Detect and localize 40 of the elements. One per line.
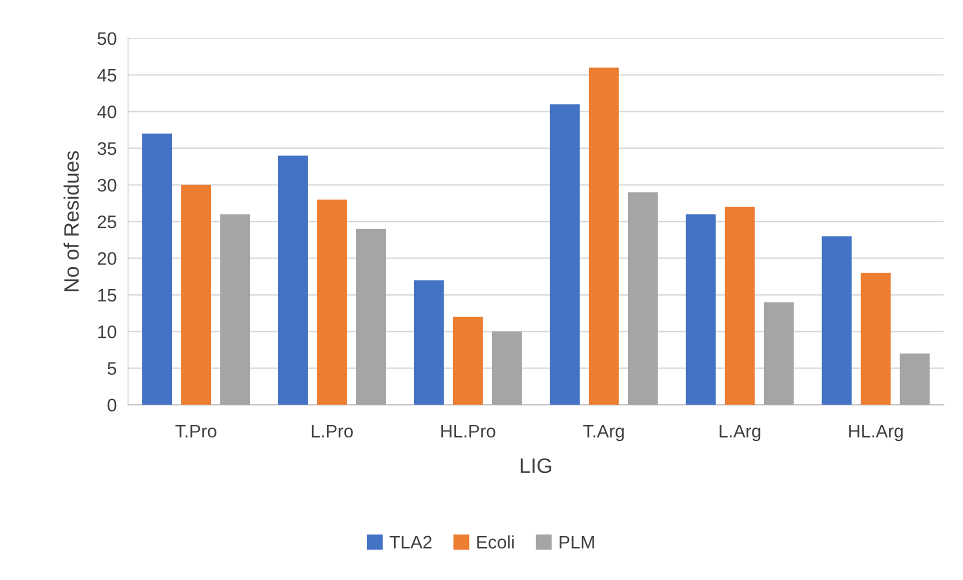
x-tick-label: T.Pro bbox=[175, 424, 216, 438]
bar bbox=[356, 228, 386, 405]
x-axis-title: LIG bbox=[520, 458, 552, 474]
bar bbox=[724, 206, 755, 405]
bar bbox=[142, 134, 172, 405]
bar bbox=[822, 236, 852, 405]
x-tick-label: L.Pro bbox=[312, 424, 353, 438]
bar bbox=[686, 214, 716, 405]
y-tick-label: 35 bbox=[98, 142, 116, 155]
bar bbox=[492, 332, 522, 405]
y-tick-label: 50 bbox=[98, 32, 116, 45]
y-tick-label: 40 bbox=[97, 106, 116, 118]
y-tick-label: 45 bbox=[97, 69, 116, 82]
bar bbox=[220, 214, 250, 405]
y-axis-title: No of Residues bbox=[64, 151, 79, 292]
bar bbox=[278, 156, 308, 405]
bar bbox=[317, 200, 347, 405]
legend-label: PLM bbox=[560, 536, 594, 548]
y-tick-label: 30 bbox=[98, 178, 116, 192]
y-tick-label: 0 bbox=[108, 398, 116, 412]
bar bbox=[628, 192, 658, 405]
y-tick-label: 5 bbox=[108, 362, 116, 375]
bar bbox=[860, 272, 891, 405]
y-tick-label: 25 bbox=[98, 215, 116, 228]
y-tick-label: 20 bbox=[98, 252, 116, 265]
x-tick-label: T.Arg bbox=[583, 424, 624, 442]
bar bbox=[414, 280, 444, 405]
bar bbox=[452, 316, 483, 405]
bar bbox=[181, 184, 212, 405]
bar bbox=[588, 68, 619, 405]
x-tick-label: L.Arg bbox=[720, 424, 760, 442]
bar bbox=[764, 302, 794, 405]
x-tick-label: HL.Arg bbox=[849, 424, 903, 442]
x-tick-label: HL.Pro bbox=[441, 424, 496, 438]
bar bbox=[550, 104, 580, 405]
legend-label: Ecoli bbox=[477, 535, 514, 549]
bar bbox=[900, 354, 930, 405]
legend-label: TLA2 bbox=[390, 536, 432, 548]
y-tick-label: 15 bbox=[98, 288, 116, 302]
y-tick-label: 10 bbox=[98, 325, 116, 338]
